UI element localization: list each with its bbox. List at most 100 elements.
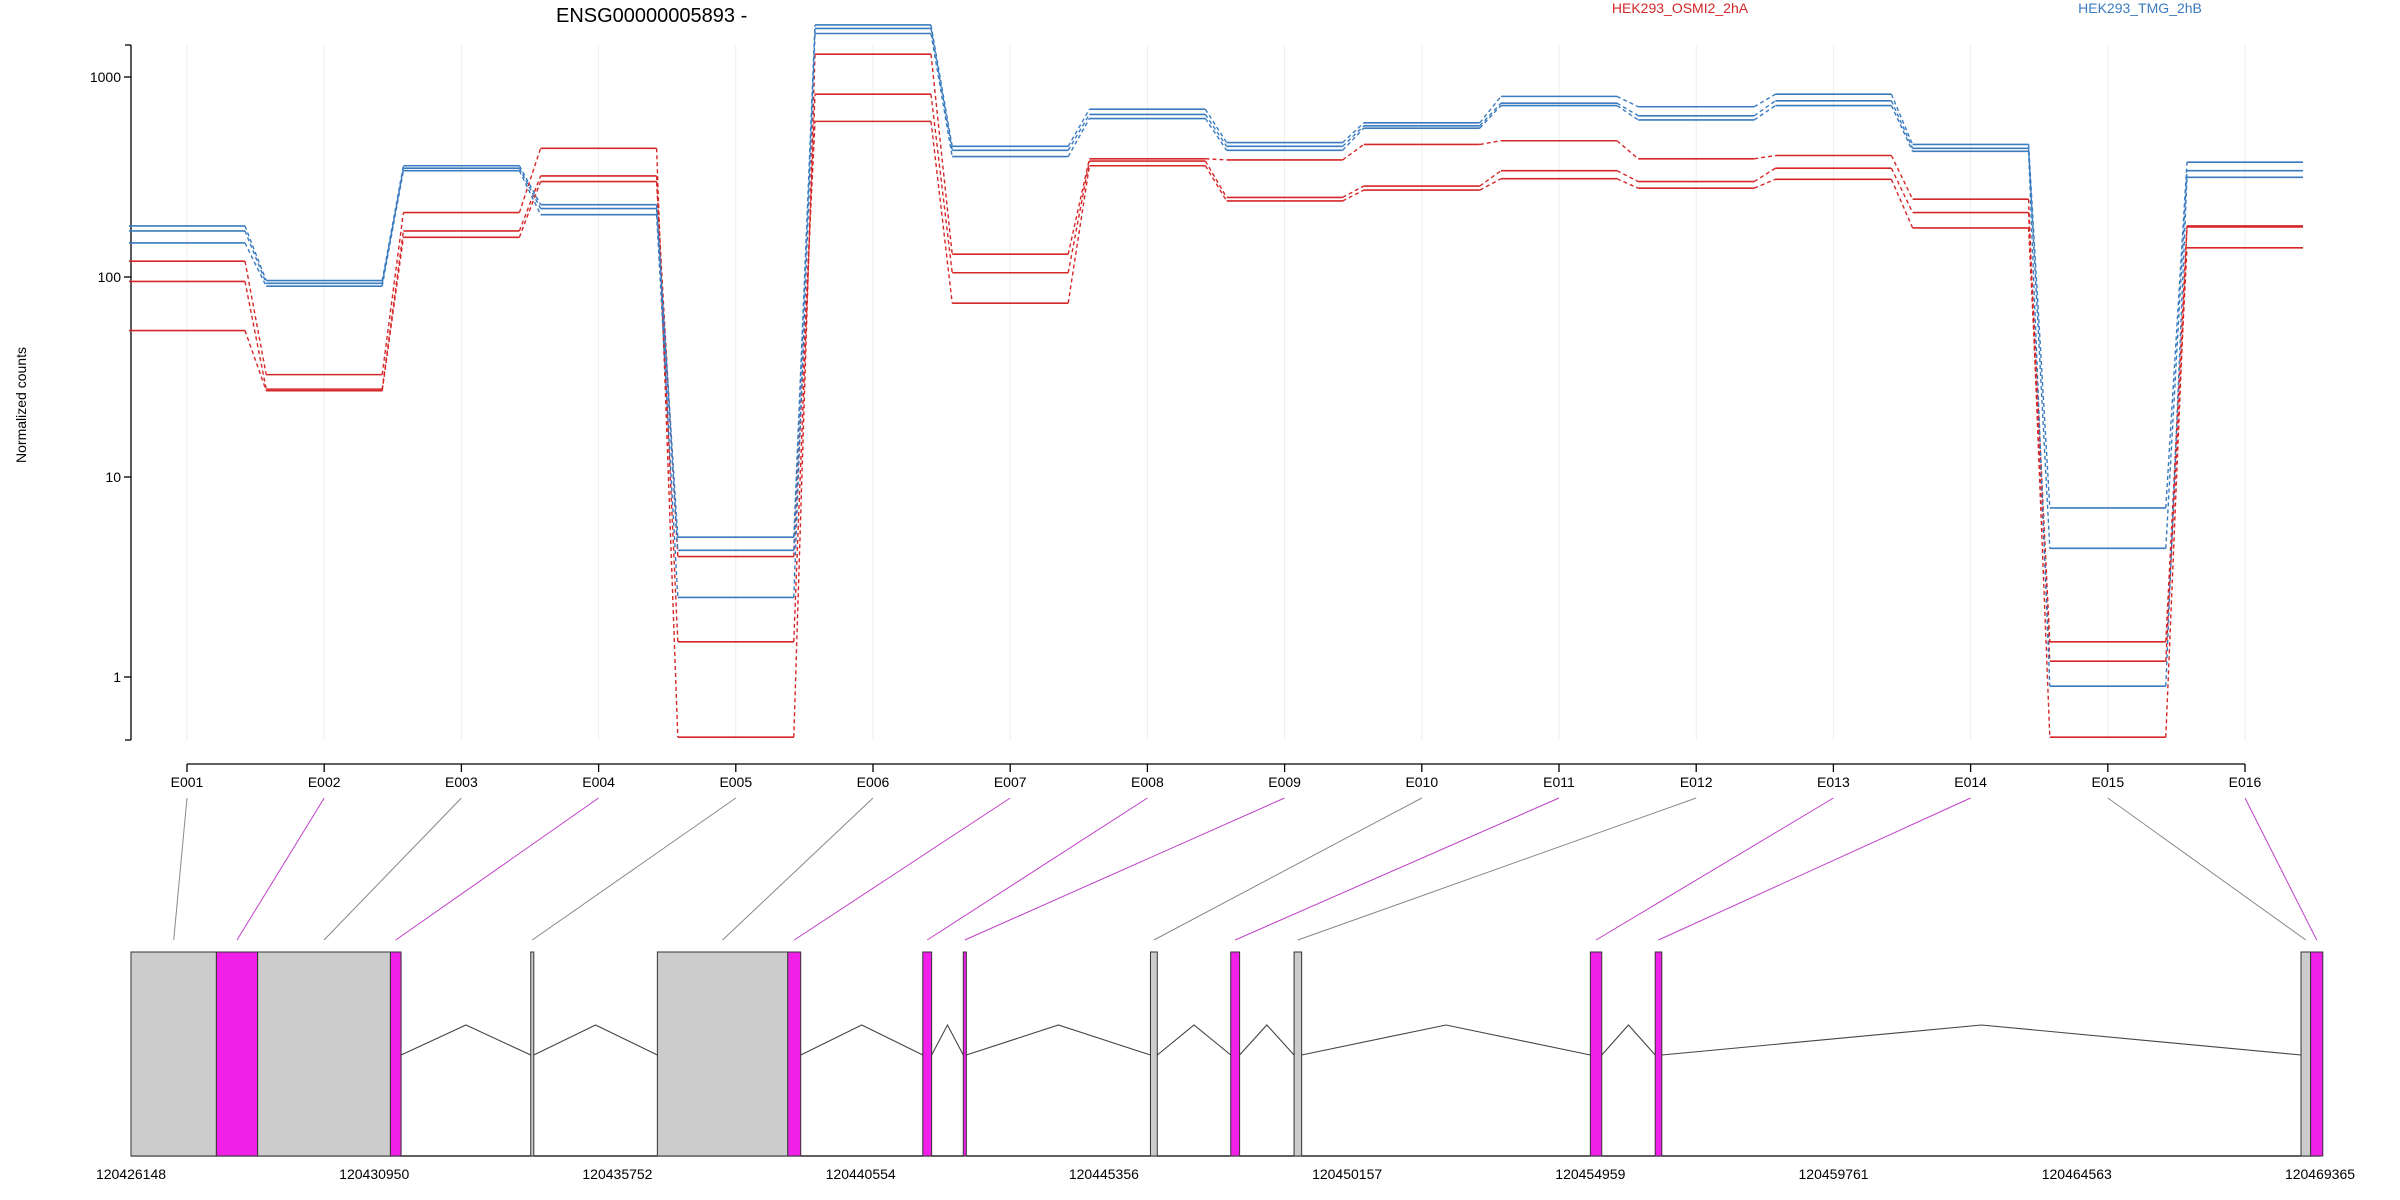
series-connector-e005 bbox=[793, 121, 816, 557]
series-connector-e014 bbox=[2027, 227, 2051, 662]
intron-line-14 bbox=[1661, 1024, 2302, 1056]
exon-link-e006 bbox=[722, 797, 874, 941]
exon-link-e001 bbox=[173, 797, 188, 941]
exon-block-e007 bbox=[787, 951, 802, 1157]
series-connector-e005 bbox=[793, 33, 816, 598]
series-connector-e005 bbox=[793, 54, 816, 738]
exon-link-e004 bbox=[395, 797, 599, 941]
series-connector-e001 bbox=[244, 261, 267, 375]
series-connector-e003 bbox=[518, 175, 542, 232]
series-connector-e002 bbox=[381, 230, 405, 390]
series-connector-e003 bbox=[518, 165, 542, 205]
series-tmg-4 bbox=[129, 24, 2303, 539]
intron-line-4 bbox=[400, 1024, 531, 1056]
series-osmi2-2 bbox=[129, 93, 2303, 643]
exon-link-layer bbox=[173, 797, 2318, 941]
gene-axis-label-4: 120440554 bbox=[826, 1166, 896, 1182]
exon-block-e014 bbox=[1654, 951, 1663, 1157]
series-connector-e014 bbox=[2027, 212, 2051, 642]
series-tmg-6 bbox=[129, 32, 2303, 687]
gene-axis-label-7: 120454959 bbox=[1555, 1166, 1625, 1182]
series-connector-e010 bbox=[1479, 95, 1502, 124]
chart-title: ENSG00000005893 - bbox=[556, 5, 747, 27]
intron-line-11 bbox=[1239, 1024, 1295, 1056]
series-connector-e011 bbox=[1616, 170, 1639, 183]
series-connector-e001 bbox=[244, 225, 267, 281]
series-connector-e008 bbox=[1204, 114, 1228, 147]
series-connector-e007 bbox=[1067, 108, 1091, 147]
series-connector-e001 bbox=[244, 242, 267, 287]
x-tick-label-e005: E005 bbox=[719, 774, 752, 790]
series-connector-e014 bbox=[2027, 148, 2051, 549]
series-connector-e007 bbox=[1067, 118, 1091, 157]
x-tick-label-e007: E007 bbox=[994, 774, 1027, 790]
series-connector-e012 bbox=[1753, 167, 1776, 183]
exon-link-e005 bbox=[531, 797, 737, 941]
series-connector-e008 bbox=[1204, 165, 1228, 202]
series-connector-e008 bbox=[1204, 160, 1228, 198]
series-connector-e007 bbox=[1067, 114, 1091, 151]
series-connector-e015 bbox=[2165, 162, 2188, 509]
x-tick-label-e016: E016 bbox=[2229, 774, 2262, 790]
series-connector-e009 bbox=[1342, 143, 1365, 161]
legend-entry-osmi2: HEK293_OSMI2_2hA bbox=[1612, 0, 1749, 16]
series-connector-e003 bbox=[518, 148, 542, 213]
x-tick-label-e004: E004 bbox=[582, 774, 615, 790]
exon-link-e008 bbox=[926, 797, 1148, 941]
series-connector-e009 bbox=[1342, 125, 1365, 147]
series-connector-e008 bbox=[1204, 118, 1228, 151]
series-connector-e005 bbox=[793, 28, 816, 551]
gene-axis-label-3: 120435752 bbox=[582, 1166, 652, 1182]
intron-line-9 bbox=[966, 1024, 1151, 1056]
y-tick-label-10: 10 bbox=[105, 469, 121, 485]
gene-axis-label-10: 120469365 bbox=[2285, 1166, 2355, 1182]
x-tick-label-e008: E008 bbox=[1131, 774, 1164, 790]
exon-link-e013 bbox=[1595, 797, 1834, 941]
exon-link-e016 bbox=[2244, 797, 2318, 941]
series-connector-e015 bbox=[2165, 226, 2188, 738]
series-connector-e012 bbox=[1753, 93, 1776, 108]
series-connector-e011 bbox=[1616, 95, 1639, 108]
series-connector-e013 bbox=[1890, 93, 1914, 145]
series-connector-e009 bbox=[1342, 122, 1365, 144]
series-connector-e007 bbox=[1067, 158, 1091, 255]
series-connector-e004 bbox=[655, 148, 679, 738]
series-connector-e013 bbox=[1890, 155, 1914, 200]
grid-layer bbox=[186, 45, 2246, 740]
series-connector-e012 bbox=[1753, 100, 1776, 117]
series-connector-e004 bbox=[655, 214, 679, 598]
series-osmi2-3 bbox=[129, 120, 2303, 662]
series-connector-e010 bbox=[1479, 170, 1502, 187]
x-tick-label-e006: E006 bbox=[857, 774, 890, 790]
series-connector-e012 bbox=[1754, 154, 1776, 160]
series-connector-e011 bbox=[1616, 178, 1639, 189]
series-connector-e003 bbox=[518, 181, 542, 238]
exon-link-e009 bbox=[964, 797, 1285, 941]
series-connector-e002 bbox=[381, 165, 405, 281]
series-connector-e001 bbox=[244, 330, 267, 391]
series-connector-e009 bbox=[1342, 127, 1365, 151]
y-axis-label: Normalized counts bbox=[13, 347, 29, 463]
gene-axis-label-8: 120459761 bbox=[1799, 1166, 1869, 1182]
y-tick-label-1: 1 bbox=[113, 669, 121, 685]
series-connector-e002 bbox=[381, 212, 405, 375]
exon-block-e015 bbox=[2300, 951, 2312, 1157]
series-connector-e001 bbox=[244, 230, 267, 284]
exon-link-e012 bbox=[1297, 797, 1697, 941]
exon-link-e014 bbox=[1658, 797, 1971, 941]
intron-line-5 bbox=[533, 1024, 658, 1056]
x-tick-label-e002: E002 bbox=[308, 774, 341, 790]
series-connector-e012 bbox=[1753, 104, 1776, 121]
gene-axis-label-6: 120450157 bbox=[1312, 1166, 1382, 1182]
series-connector-e015 bbox=[2165, 225, 2188, 642]
series-connector-e007 bbox=[1067, 165, 1091, 304]
series-connector-e002 bbox=[381, 168, 405, 284]
intron-line-8 bbox=[931, 1023, 964, 1056]
exon-link-e015 bbox=[2107, 797, 2307, 941]
exon-block-e011 bbox=[1230, 951, 1241, 1157]
series-connector-e013 bbox=[1890, 179, 1914, 229]
gene-axis-label-5: 120445356 bbox=[1069, 1166, 1139, 1182]
series-connector-e010 bbox=[1479, 102, 1502, 127]
series-connector-e006 bbox=[930, 94, 953, 273]
